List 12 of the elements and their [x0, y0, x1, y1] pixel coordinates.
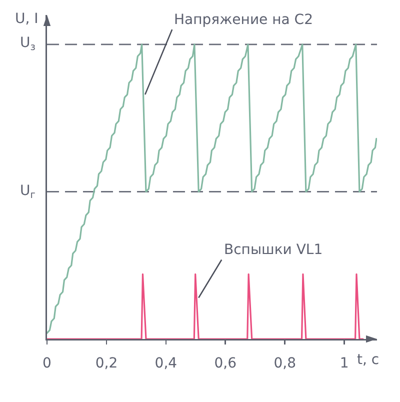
x-tick-label: 0,6 [214, 355, 237, 372]
x-tick-label: 0 [42, 355, 52, 372]
y-axis-title: U, I [15, 11, 38, 27]
ref-line-label: U$_{з}$ [20, 35, 36, 53]
annotation: Вспышки VL1 [224, 242, 323, 258]
x-tick-label: 1 [340, 355, 349, 372]
x-tick-label: 0,4 [154, 355, 178, 372]
x-axis-title: t, c [357, 352, 380, 368]
ref-line-label: U$_{г}$ [20, 183, 36, 201]
annotation: Напряжение на C2 [174, 12, 313, 28]
x-tick-label: 0,2 [95, 355, 118, 372]
x-tick-label: 0,8 [274, 355, 296, 372]
